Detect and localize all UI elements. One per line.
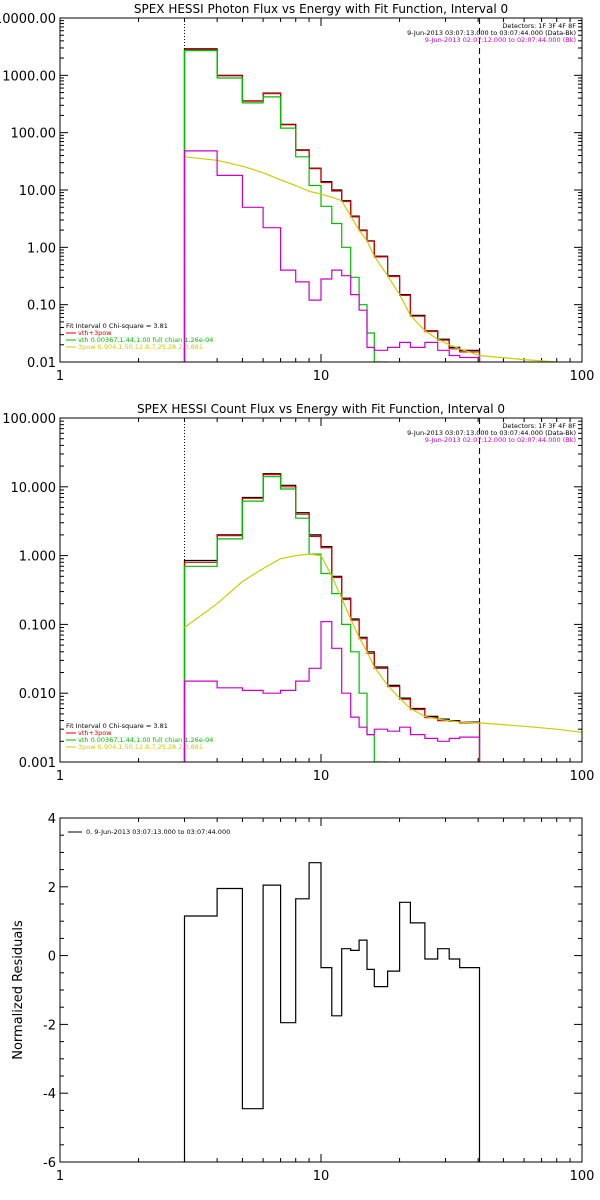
- series-0-line: [183, 48, 481, 362]
- series-0-line: [183, 862, 481, 1162]
- chart-title: SPEX HESSI Count Flux vs Energy with Fit…: [137, 402, 505, 416]
- legend-bottom-left-entry: vth+3pow: [78, 729, 112, 737]
- y-tick-label: 1000.00: [2, 69, 56, 84]
- legend-bottom-left-entry: 3pow 0.904,1.50,12.8,7.25,28.2,0.881: [78, 343, 203, 351]
- legend-bottom-left-entry: vth 0.00367,1.44,1.00 full chian 1.26e-0…: [78, 736, 213, 744]
- x-tick-label: 100: [570, 769, 595, 784]
- y-tick-label: 0: [48, 950, 56, 965]
- legend-bottom-left-entry: Fit Interval 0 Chi-square = 3.81: [66, 322, 168, 330]
- count-flux-panel: SPEX HESSI Count Flux vs Energy with Fit…: [2, 402, 594, 784]
- legend-top-right-entry: 9-Jun-2013 02:07:12.000 to 02:07:44.000 …: [425, 436, 576, 444]
- y-tick-label: -2: [43, 1018, 56, 1033]
- plot-frame: [59, 17, 583, 363]
- series-group: [183, 473, 582, 762]
- series-0-line: [183, 473, 481, 762]
- y-axis-label: Normalized Residuals: [11, 920, 26, 1060]
- series-2-line: [183, 476, 388, 762]
- series-3-line: [184, 553, 582, 733]
- y-tick-label: -6: [43, 1156, 56, 1171]
- y-tick-label: -4: [43, 1087, 56, 1102]
- y-tick-label: 100.00: [11, 127, 57, 142]
- legend-top-left-entry: 0. 9-Jun-2013 03:07:13.000 to 03:07:44.0…: [86, 828, 230, 836]
- y-tick-label: 0.010: [19, 687, 56, 702]
- series-1-line: [183, 49, 481, 362]
- series-3-line: [184, 156, 569, 362]
- series-group: [183, 862, 481, 1162]
- y-tick-label: 0.01: [27, 356, 56, 371]
- x-tick-label: 1: [56, 769, 64, 784]
- plot-frame: [59, 417, 583, 763]
- series-group: [183, 48, 569, 362]
- legend-top-right-entry: 9-Jun-2013 03:07:13.000 to 03:07:44.000 …: [407, 29, 576, 37]
- series-1-line: [183, 474, 481, 762]
- x-tick-label: 1: [56, 1169, 64, 1184]
- chart-title: SPEX HESSI Photon Flux vs Energy with Fi…: [134, 2, 508, 16]
- legend-bottom-left-entry: vth+3pow: [78, 329, 112, 337]
- residuals-panel: 1 10 100 -6 -4 -2 0 2 4 Normalized Residuals 0. 9-…: [11, 812, 594, 1184]
- legend-bottom-left-entry: vth 0.00367,1.44,1.00 full chian 1.26e-0…: [78, 336, 213, 344]
- y-tick-label: 0.10: [27, 299, 56, 314]
- legend-top-right-entry: Detectors: 1F 3F 4F 8F: [502, 22, 576, 30]
- series-4-line: [183, 620, 481, 762]
- y-tick-label: 100.000: [2, 412, 56, 427]
- legend-top-right-entry: 9-Jun-2013 03:07:13.000 to 03:07:44.000 …: [407, 429, 576, 437]
- x-tick-label: 10: [313, 1169, 330, 1184]
- photon-flux-panel: SPEX HESSI Photon Flux vs Energy with Fi…: [0, 2, 594, 384]
- x-tick-label: 100: [570, 369, 595, 384]
- y-tick-label: 10.000: [11, 481, 57, 496]
- y-tick-label: 4: [48, 812, 56, 827]
- x-tick-label: 100: [570, 1169, 595, 1184]
- legend-bottom-left-entry: 3pow 0.904,1.50,12.8,7.25,28.2,0.881: [78, 743, 203, 751]
- legend-top-right-entry: 9-Jun-2013 02:07:12.000 to 02:07:44.000 …: [425, 36, 576, 44]
- y-tick-label: 0.100: [19, 618, 56, 633]
- y-tick-label: 1.000: [19, 550, 56, 565]
- series-2-line: [183, 49, 388, 362]
- y-tick-label: 0.001: [19, 756, 56, 771]
- x-tick-label: 10: [313, 769, 330, 784]
- y-tick-label: 1.00: [27, 241, 56, 256]
- legend-bottom-left-entry: Fit Interval 0 Chi-square = 3.81: [66, 722, 168, 730]
- y-tick-label: 10000.00: [0, 12, 56, 27]
- series-4-line: [183, 150, 481, 362]
- y-tick-label: 10.00: [19, 184, 56, 199]
- x-tick-label: 1: [56, 369, 64, 384]
- legend-top-right-entry: Detectors: 1F 3F 4F 8F: [502, 422, 576, 430]
- y-tick-label: 2: [48, 881, 56, 896]
- plot-frame: [59, 817, 583, 1163]
- x-tick-label: 10: [313, 369, 330, 384]
